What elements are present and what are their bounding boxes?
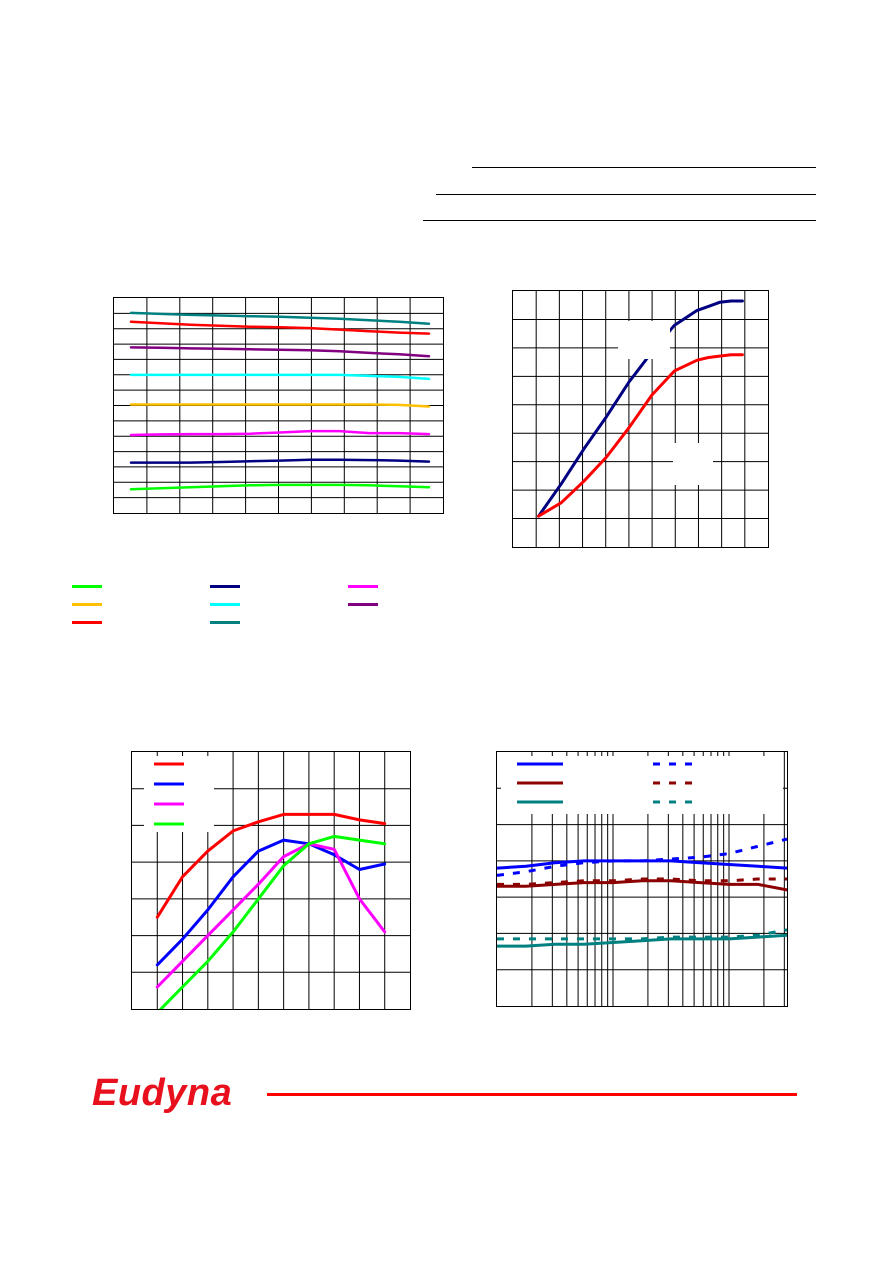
series-line-3 [155,842,387,989]
series-line-2 [155,838,387,967]
series-line-1 [129,311,431,325]
legend-background [144,756,214,832]
chart-4 [496,751,788,1007]
chart-1-plot [114,298,443,513]
legend-swatch [348,585,378,588]
chart-3-plot [132,752,410,1009]
legend-swatch [210,621,240,624]
footer-rule [267,1093,797,1096]
company-logo: Eudyna [92,1072,233,1114]
legend-swatch [210,603,240,606]
legend-swatch [210,585,240,588]
legend-swatch [72,621,102,624]
legend-swatch [72,585,102,588]
series-line-4 [129,373,431,381]
chart-4-plot [497,752,787,1006]
chart-2-plot [513,291,768,547]
series-line-5 [497,933,787,948]
header-rule-1 [472,167,816,168]
series-line-2 [129,320,431,335]
series-line-2 [497,837,787,877]
series-line-8 [129,483,431,491]
label-box [618,321,670,359]
series-line-5 [129,403,431,408]
header-rule-3 [423,220,816,221]
legend-background [501,756,783,814]
series-line-3 [129,346,431,358]
legend-swatch [72,603,102,606]
header-rule-2 [436,194,816,195]
chart-1 [113,297,444,514]
series-line-7 [129,458,431,464]
chart-3 [131,751,411,1010]
series-line-6 [129,429,431,437]
label-box [673,443,713,485]
chart-2 [512,290,769,548]
series-line-2 [537,353,744,518]
series-line-3 [497,879,787,892]
legend-swatch [348,603,378,606]
series-line-1 [155,812,387,919]
series-line-6 [497,928,787,941]
series-line-4 [158,834,387,1009]
series-line-4 [497,877,787,886]
